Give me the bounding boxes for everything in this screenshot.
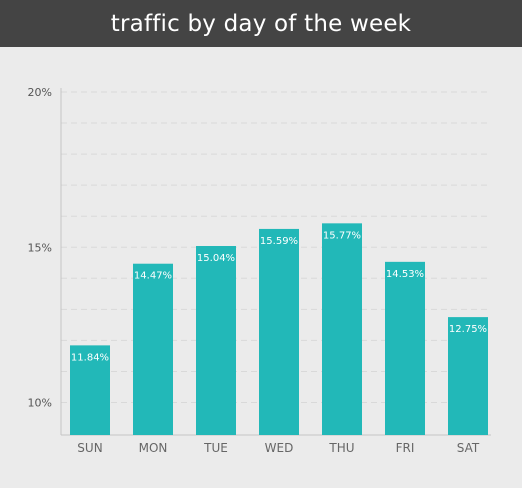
data-label: 14.53% — [386, 269, 424, 280]
y-tick-label: 20% — [28, 86, 52, 99]
x-tick-label: MON — [139, 441, 168, 455]
x-tick-label: SUN — [77, 441, 102, 455]
data-label: 12.75% — [449, 324, 487, 335]
bar — [385, 261, 425, 435]
y-tick-label: 10% — [28, 397, 52, 410]
x-tick-label: FRI — [396, 441, 415, 455]
data-label: 15.59% — [260, 236, 298, 247]
bar — [133, 263, 173, 435]
bar — [70, 345, 110, 435]
chart-header: traffic by day of the week — [0, 0, 522, 47]
data-label: 15.77% — [323, 230, 361, 241]
data-label: 14.47% — [134, 271, 172, 282]
x-tick-label: TUE — [203, 441, 228, 455]
x-tick-label: SAT — [457, 441, 480, 455]
data-label: 11.84% — [71, 352, 109, 363]
bar — [448, 317, 488, 435]
y-tick-label: 15% — [28, 241, 52, 254]
chart-title: traffic by day of the week — [110, 10, 412, 37]
bar — [322, 223, 362, 435]
bar — [259, 228, 299, 435]
data-label: 15.04% — [197, 253, 235, 264]
x-tick-label: THU — [328, 441, 354, 455]
bar — [196, 246, 236, 435]
x-tick-label: WED — [265, 441, 294, 455]
